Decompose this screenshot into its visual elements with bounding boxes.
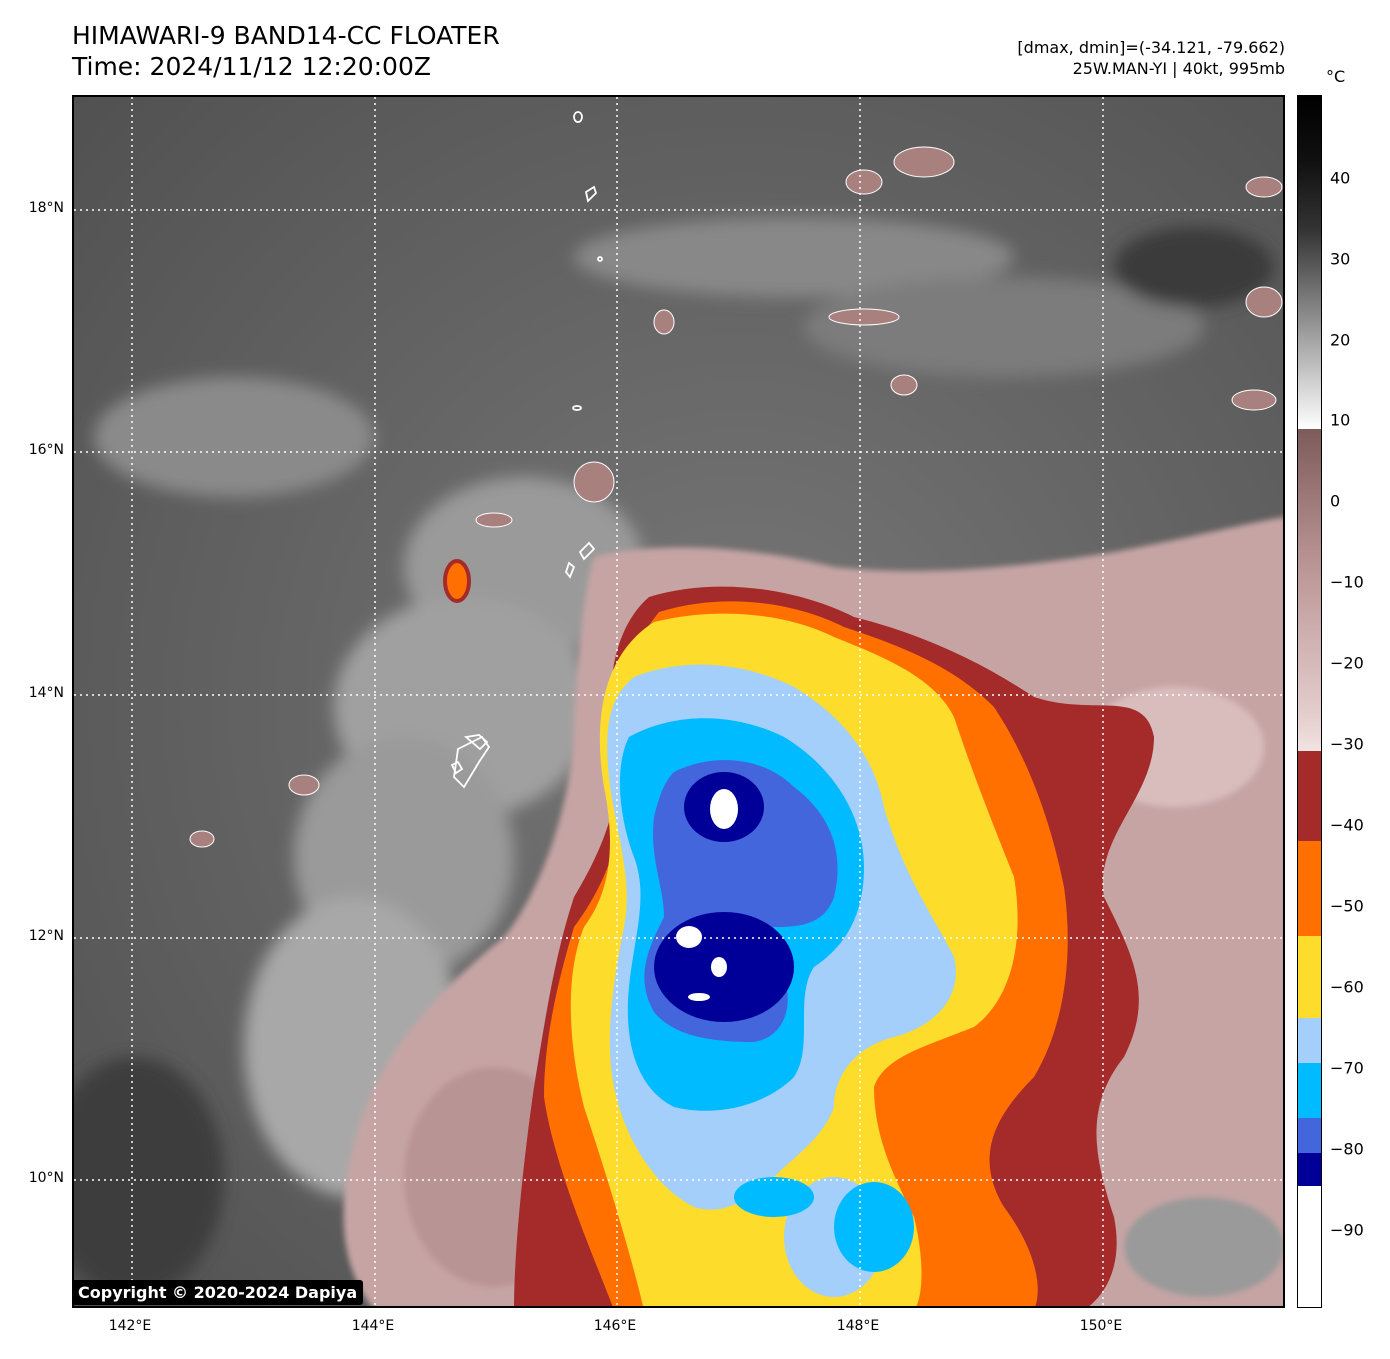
lat-label-16n: 16°N — [28, 442, 64, 458]
colorbar-darkblue-segment — [1298, 1118, 1321, 1153]
lon-label-148e: 148°E — [836, 1318, 880, 1334]
coldest-spot-north — [710, 789, 738, 829]
coldest-spot-west — [676, 926, 702, 948]
satellite-imagery — [74, 97, 1283, 1306]
storm-text: 25W.MAN-YI | 40kt, 995mb — [1072, 59, 1285, 78]
colorbar-tick-minus50: −50 — [1330, 896, 1364, 916]
colorbar-pink-segment — [1298, 429, 1321, 751]
colorbar-tick-minus80: −80 — [1330, 1139, 1364, 1159]
colorbar-tick-minus20: −20 — [1330, 653, 1364, 673]
title-time: Time: 2024/11/12 12:20:00Z — [72, 52, 431, 81]
band-cyan-southwest — [734, 1177, 814, 1217]
graticule — [74, 97, 1283, 1306]
title-product: HIMAWARI-9 BAND14-CC FLOATER — [72, 21, 500, 50]
lat-label-10n: 10°N — [28, 1170, 64, 1186]
band-cyan-south — [834, 1182, 914, 1272]
lon-label-150e: 150°E — [1079, 1318, 1123, 1334]
colorbar-tick-minus60: −60 — [1330, 977, 1364, 997]
colorbar-navy-segment — [1298, 1153, 1321, 1186]
colorbar-lightblue-segment — [1298, 1018, 1321, 1063]
colorbar-white-segment — [1298, 1186, 1321, 1307]
colorbar — [1297, 95, 1322, 1308]
chart-title: HIMAWARI-9 BAND14-CC FLOATER Time: 2024/… — [72, 20, 500, 82]
coldest-spot-center — [711, 957, 727, 977]
lat-label-18n: 18°N — [28, 200, 64, 216]
colorbar-tick-30: 30 — [1330, 249, 1351, 269]
colorbar-tick-minus70: −70 — [1330, 1058, 1364, 1078]
colorbar-tick-10: 10 — [1330, 410, 1351, 430]
copyright-badge: Copyright © 2020-2024 Dapiya — [72, 1280, 364, 1305]
colorbar-tick-0: 0 — [1330, 491, 1341, 511]
lon-label-146e: 146°E — [593, 1318, 637, 1334]
lat-label-14n: 14°N — [28, 685, 64, 701]
lon-label-144e: 144°E — [351, 1318, 395, 1334]
coldest-spot-south — [688, 993, 710, 1001]
colorbar-orange-segment — [1298, 841, 1321, 936]
colorbar-gray-segment — [1298, 96, 1321, 429]
colorbar-tick-minus40: −40 — [1330, 815, 1364, 835]
coastlines — [450, 111, 603, 789]
lat-label-12n: 12°N — [28, 928, 64, 944]
chart-meta: [dmax, dmin]=(-34.121, -79.662) 25W.MAN-… — [1017, 37, 1285, 79]
colorbar-tick-minus90: −90 — [1330, 1220, 1364, 1240]
satellite-map — [72, 95, 1285, 1308]
colorbar-tick-minus30: −30 — [1330, 734, 1364, 754]
scattered-cloud-tops — [189, 146, 1283, 848]
lon-label-142e: 142°E — [108, 1318, 152, 1334]
colorbar-unit: °C — [1326, 67, 1346, 86]
range-text: [dmax, dmin]=(-34.121, -79.662) — [1017, 38, 1285, 57]
colorbar-yellow-segment — [1298, 936, 1321, 1018]
colorbar-tick-20: 20 — [1330, 330, 1351, 350]
colorbar-cyan-segment — [1298, 1063, 1321, 1118]
colorbar-tick-40: 40 — [1330, 168, 1351, 188]
colorbar-tick-minus10: −10 — [1330, 572, 1364, 592]
colorbar-red-segment — [1298, 751, 1321, 841]
convective-cell — [443, 559, 471, 603]
